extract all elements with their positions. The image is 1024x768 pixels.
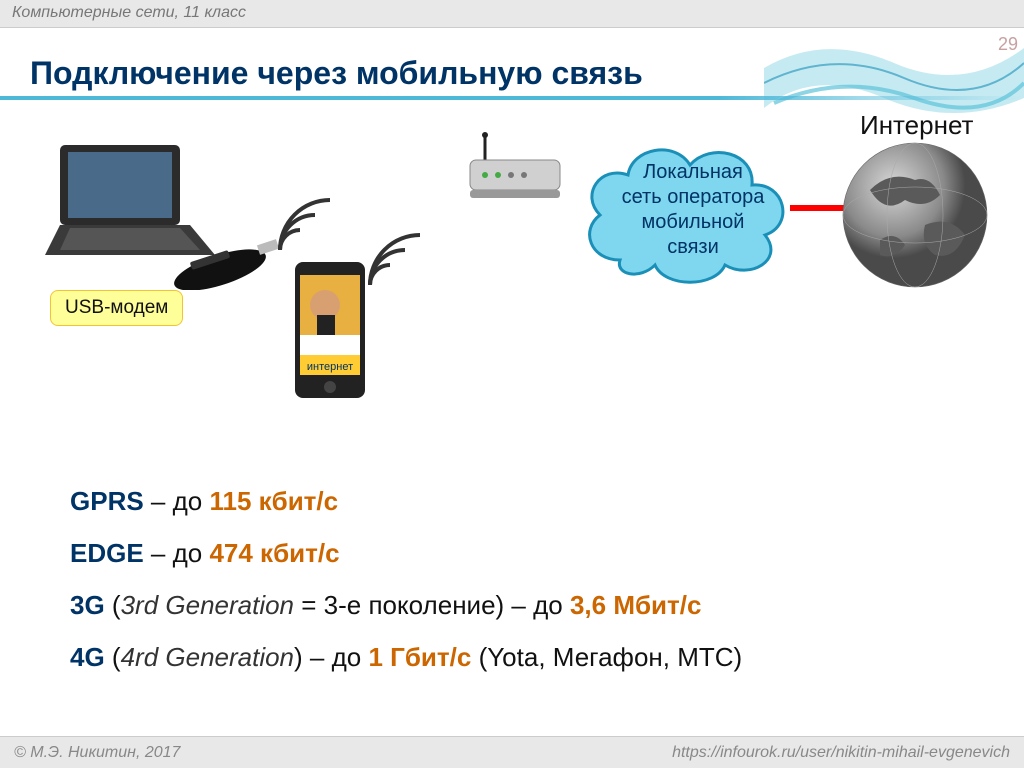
speed-row: GPRS – до 115 кбит/с <box>70 475 742 527</box>
slide-title: Подключение через мобильную связь <box>30 55 643 92</box>
dash: – до <box>144 538 210 568</box>
speed-row: 4G (4rd Generation) – до 1 Гбит/с (Yota,… <box>70 631 742 683</box>
tech-name: EDGE <box>70 538 144 568</box>
diagram-area: USB-модем интернет Локальная сеть операт… <box>0 110 1024 460</box>
dash: = 3-е поколение) – до <box>294 590 570 620</box>
usb-modem-icon <box>170 230 290 290</box>
tech-name: 3G <box>70 590 105 620</box>
speed-row: 3G (3rd Generation = 3-е поколение) – до… <box>70 579 742 631</box>
speed-row: EDGE – до 474 кбит/с <box>70 527 742 579</box>
smartphone-icon: интернет <box>290 260 370 400</box>
router-icon <box>460 130 570 205</box>
tech-name: GPRS <box>70 486 144 516</box>
tail-note: (Yota, Мегафон, МТС) <box>471 642 742 672</box>
cloud-text-line: мобильной <box>642 211 745 233</box>
internet-label: Интернет <box>860 110 973 141</box>
dash: ) – до <box>294 642 368 672</box>
tech-note: 3rd Generation <box>121 590 294 620</box>
footer-url: https://infourok.ru/user/nikitin-mihail-… <box>672 744 1010 762</box>
speed-value: 115 кбит/с <box>209 486 338 516</box>
slide-number: 29 <box>998 34 1018 55</box>
wifi-signal-icon <box>365 230 425 290</box>
globe-icon <box>840 140 990 290</box>
wifi-signal-icon <box>275 195 335 255</box>
cloud-text-line: Локальная <box>643 161 743 183</box>
usb-modem-label: USB-модем <box>50 290 183 326</box>
paren: ( <box>105 590 121 620</box>
cloud-label: Локальная сеть оператора мобильной связи <box>603 160 783 260</box>
speed-value: 3,6 Мбит/с <box>570 590 702 620</box>
course-title: Компьютерные сети, 11 класс <box>12 4 246 21</box>
cloud-text-line: сеть оператора <box>622 186 765 208</box>
copyright: © М.Э. Никитин, 2017 <box>14 744 180 762</box>
svg-text:интернет: интернет <box>307 361 353 373</box>
paren: ( <box>105 642 121 672</box>
title-underline <box>0 96 1024 100</box>
dash: – до <box>144 486 210 516</box>
cloud-text-line: связи <box>667 236 719 258</box>
tech-note: 4rd Generation <box>121 642 294 672</box>
tech-name: 4G <box>70 642 105 672</box>
speed-value: 1 Гбит/с <box>368 642 471 672</box>
footer-bar: © М.Э. Никитин, 2017 https://infourok.ru… <box>0 736 1024 768</box>
header-bar: Компьютерные сети, 11 класс <box>0 0 1024 28</box>
speed-value: 474 кбит/с <box>209 538 339 568</box>
speeds-list: GPRS – до 115 кбит/с EDGE – до 474 кбит/… <box>70 475 742 683</box>
